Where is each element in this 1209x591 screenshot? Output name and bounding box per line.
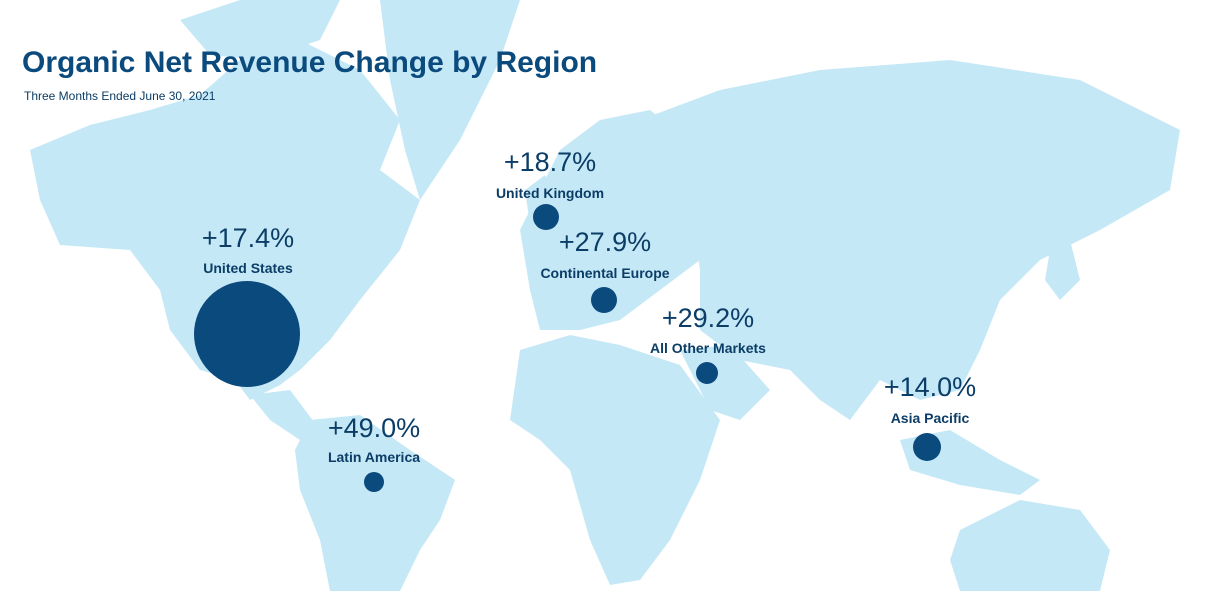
region-bubble xyxy=(364,472,384,492)
region-bubble xyxy=(194,281,300,387)
region-name: Asia Pacific xyxy=(891,410,970,426)
region-name: United States xyxy=(203,260,293,276)
africa xyxy=(510,335,720,585)
region-change: +14.0% xyxy=(884,372,976,402)
region-change: +29.2% xyxy=(662,303,754,333)
south-america xyxy=(295,415,455,591)
region-name: United Kingdom xyxy=(496,185,604,201)
region-change: +17.4% xyxy=(202,223,294,253)
subtitle: Three Months Ended June 30, 2021 xyxy=(24,89,216,103)
greenland xyxy=(380,0,520,200)
australia xyxy=(950,500,1110,591)
central-america xyxy=(250,390,320,440)
region-bubble xyxy=(591,287,617,313)
region-change: +18.7% xyxy=(504,147,596,177)
region-change: +49.0% xyxy=(328,413,420,443)
arctic-islands xyxy=(180,0,340,60)
region-name: Latin America xyxy=(328,449,420,465)
land-masses xyxy=(30,0,1180,591)
title: Organic Net Revenue Change by Region xyxy=(22,46,597,79)
japan xyxy=(1045,240,1080,300)
region-name: All Other Markets xyxy=(650,340,766,356)
asia xyxy=(640,60,1180,420)
north-america xyxy=(30,40,420,400)
region-bubble xyxy=(913,433,941,461)
region-name: Continental Europe xyxy=(540,265,669,281)
region-bubble xyxy=(696,362,718,384)
region-change: +27.9% xyxy=(559,227,651,257)
region-bubble xyxy=(533,204,559,230)
